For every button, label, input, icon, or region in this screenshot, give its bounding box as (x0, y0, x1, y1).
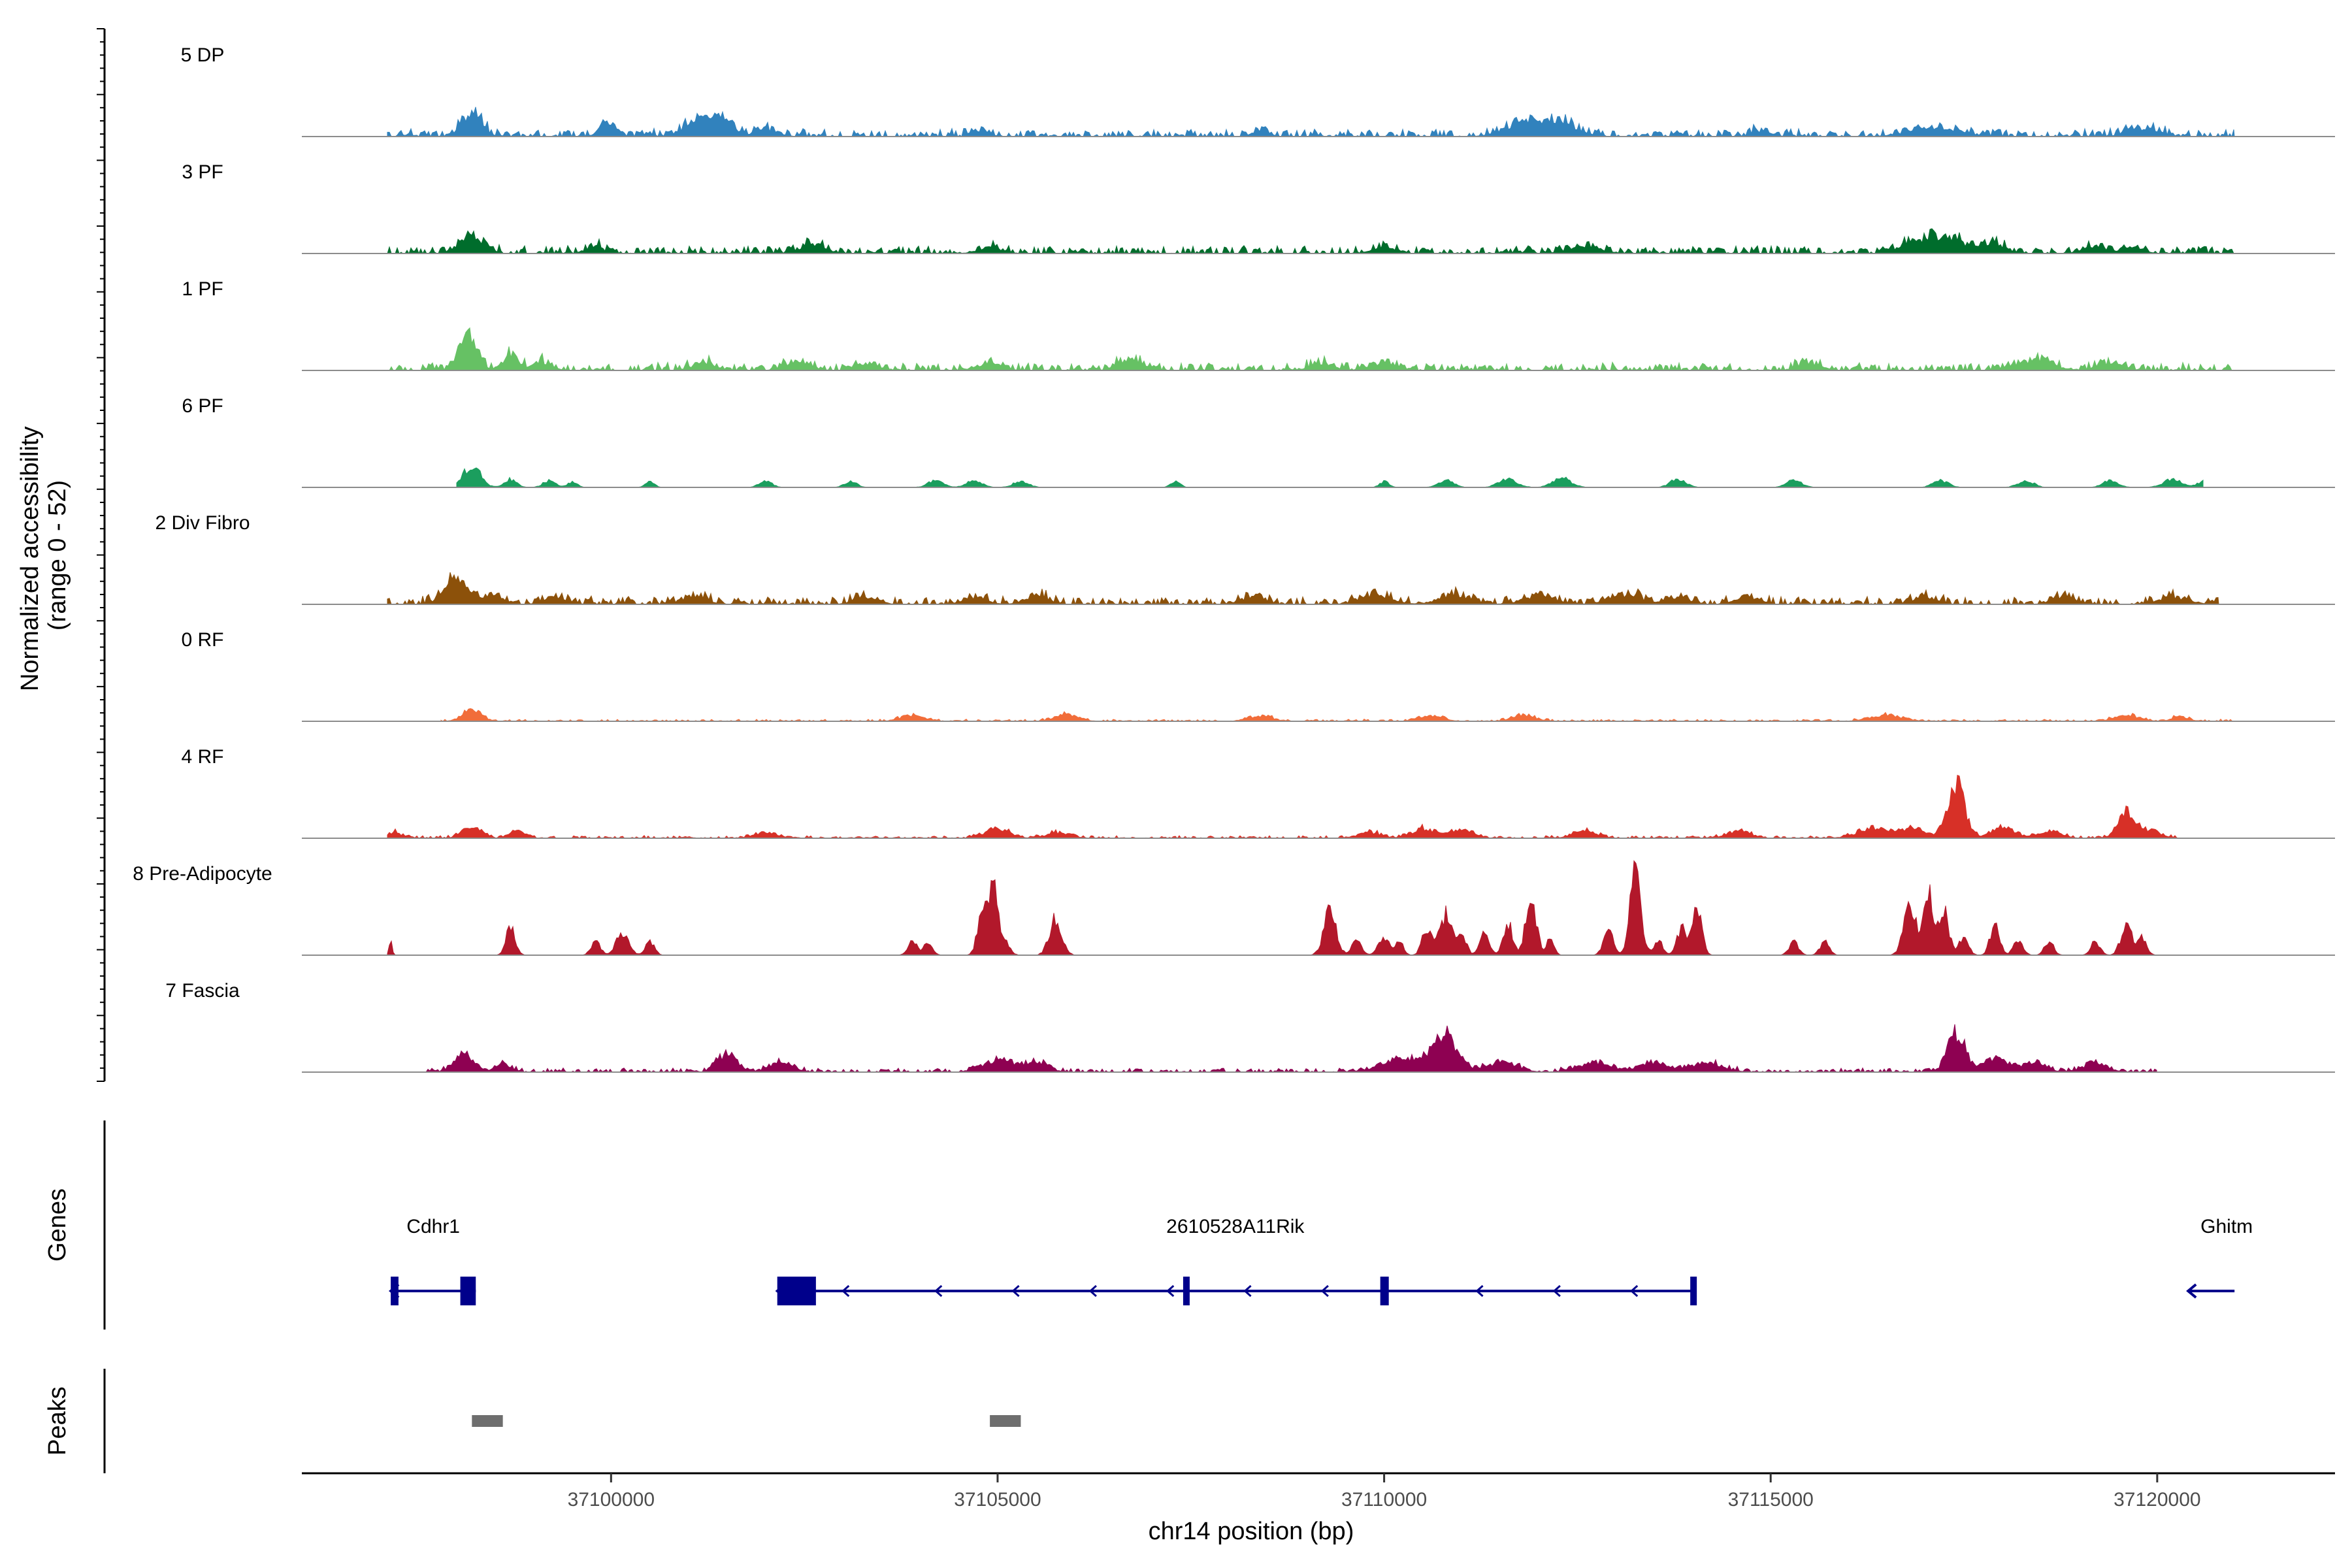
coverage-area-1-pf (387, 327, 2234, 372)
svg-text:Normalized accessibility: Normalized accessibility (range 0 - 52) (16, 419, 71, 691)
x-axis-tick-label: 37100000 (568, 1489, 655, 1511)
gene-strand-arrow (1166, 1284, 1175, 1298)
track-5-dp: 5 DP (181, 44, 2335, 138)
coverage-area-7-fascia (425, 1024, 2157, 1073)
y-axis-range: (range 0 - 52) (44, 480, 71, 630)
gene-exon (460, 1277, 476, 1305)
track-label: 6 PF (182, 395, 223, 417)
track-8-pre-adipocyte: 8 Pre-Adipocyte (133, 860, 2335, 956)
track-0-rf: 0 RF (181, 629, 2335, 722)
peaks-panel: Peaks (44, 1369, 1021, 1473)
x-axis-title: chr14 position (bp) (1149, 1518, 1354, 1545)
track-6-pf: 6 PF (182, 395, 2335, 488)
gene-strand-arrow (1088, 1284, 1097, 1298)
track-label: 3 PF (182, 161, 223, 183)
gene-2610528a11rik: 2610528A11Rik (775, 1216, 1697, 1305)
gene-strand-arrow (1629, 1284, 1639, 1298)
track-label: 5 DP (181, 44, 225, 66)
coverage-area-0-rf (440, 708, 2234, 722)
gene-exon (1380, 1277, 1389, 1305)
gene-strand-arrow (1475, 1284, 1484, 1298)
gene-exon (1690, 1277, 1697, 1305)
track-2-div-fibro: 2 Div Fibro (155, 512, 2335, 606)
x-axis-tick-label: 37115000 (1728, 1489, 1814, 1511)
x-axis-tick-label: 37105000 (954, 1489, 1041, 1511)
coverage-tracks: 5 DP 3 PF 1 PF 6 PF 2 Div Fibro 0 RF 4 RF 8 Pre… (133, 44, 2335, 1073)
coverage-area-8-pre-adipocyte (387, 860, 2157, 956)
gene-label: Cdhr1 (406, 1216, 460, 1237)
track-label: 1 PF (182, 278, 223, 300)
gene-exon (391, 1277, 399, 1305)
track-label: 4 RF (181, 746, 223, 768)
gene-strand-arrow (2186, 1284, 2195, 1298)
track-label: 2 Div Fibro (155, 512, 250, 534)
track-label: 7 Fascia (165, 980, 240, 1002)
genes-panel-title: Genes (44, 1188, 71, 1262)
peaks-panel-title: Peaks (44, 1386, 71, 1456)
gene-strand-arrow (1552, 1284, 1561, 1298)
gene-strand-arrow (841, 1284, 850, 1298)
x-axis-ticks: 37100000 37105000 37110000 37115000 37120000 (568, 1473, 2201, 1511)
gene-strand-arrow (1243, 1284, 1252, 1298)
gene-strand-arrow (934, 1284, 943, 1298)
track-label: 0 RF (181, 629, 223, 651)
peak-regions (472, 1415, 1021, 1427)
coverage-y-axis-ticks (97, 28, 105, 1082)
gene-models: Cdhr1 2610528A11Rik Ghitm (388, 1216, 2253, 1305)
gene-exon (1183, 1277, 1190, 1305)
genes-panel: Genes Cdhr1 2610528A11Rik Ghitm (44, 1120, 2253, 1330)
coverage-area-3-pf (387, 228, 2234, 255)
gene-strand-arrow (1320, 1284, 1329, 1298)
coverage-area-2-div-fibro (387, 572, 2219, 606)
x-axis-tick-label: 37120000 (2114, 1489, 2200, 1511)
gene-ghitm: Ghitm (2186, 1216, 2253, 1299)
track-3-pf: 3 PF (182, 161, 2335, 255)
track-4-rf: 4 RF (181, 746, 2335, 839)
x-axis: 37100000 37105000 37110000 37115000 37120000… (302, 1472, 2335, 1545)
gene-exon (777, 1277, 816, 1305)
track-label: 8 Pre-Adipocyte (133, 863, 272, 885)
y-axis-title: Normalized accessibility (16, 427, 44, 691)
peak-region (472, 1415, 503, 1427)
track-1-pf: 1 PF (182, 278, 2335, 372)
gene-label: Ghitm (2200, 1216, 2253, 1237)
gene-cdhr1: Cdhr1 (388, 1216, 476, 1305)
gene-strand-arrow (1011, 1284, 1020, 1298)
coverage-y-axis: Normalized accessibility (range 0 - 52) (16, 28, 106, 1082)
gene-label: 2610528A11Rik (1166, 1216, 1305, 1237)
coverage-area-6-pf (456, 467, 2204, 488)
peak-region (990, 1415, 1021, 1427)
coverage-area-5-dp (387, 106, 2235, 138)
track-7-fascia: 7 Fascia (165, 980, 2335, 1073)
coverage-area-4-rf (387, 774, 2181, 839)
x-axis-tick-label: 37110000 (1341, 1489, 1427, 1511)
